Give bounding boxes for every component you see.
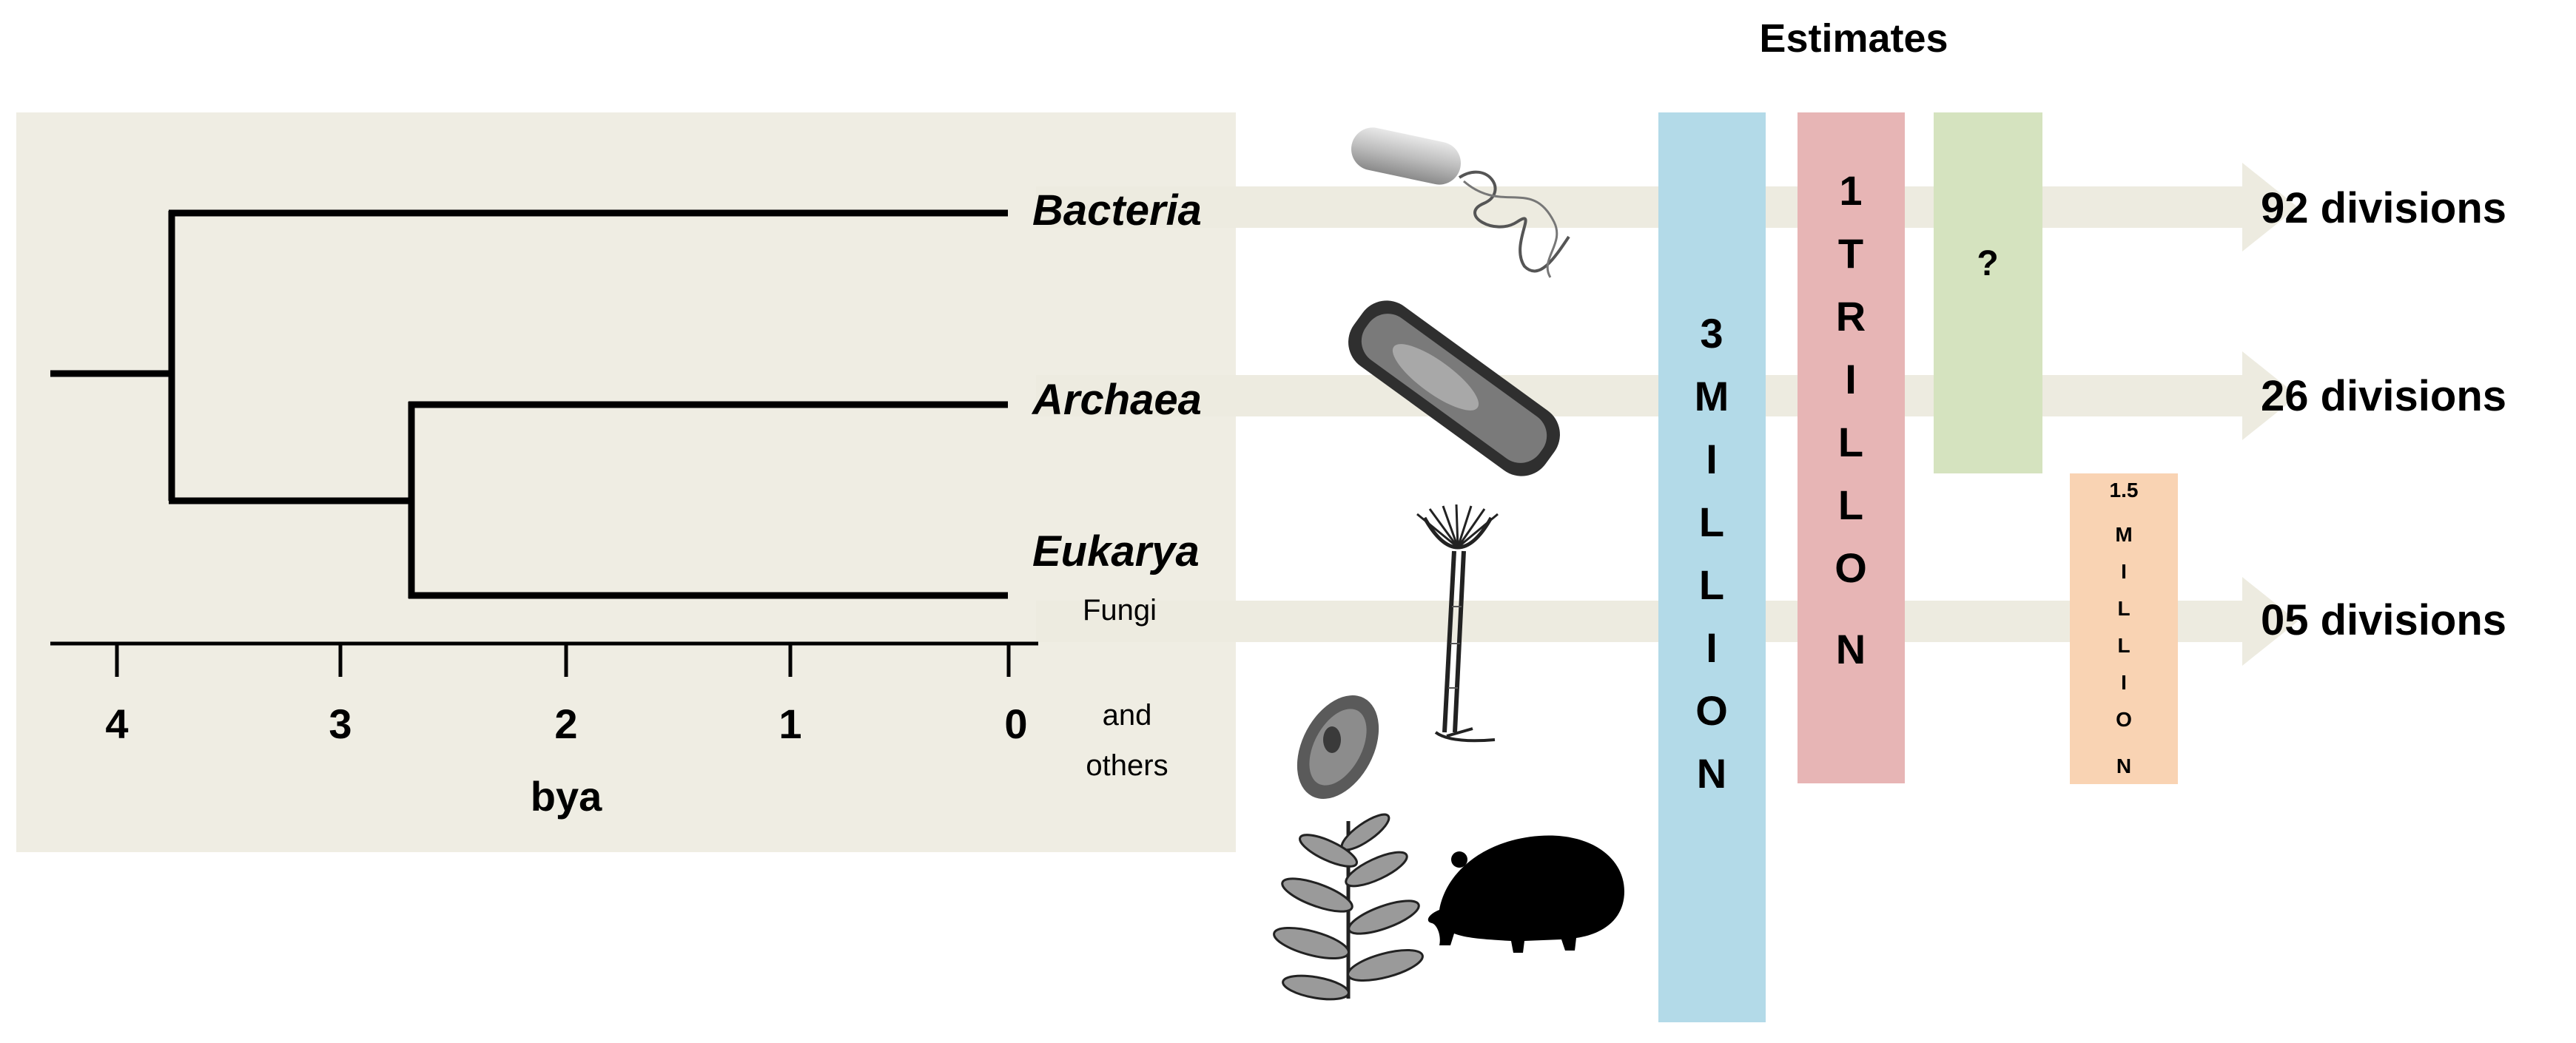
- bar2-letter-0: 1: [1839, 167, 1862, 214]
- bar2-letter-2: R: [1836, 293, 1866, 340]
- bar3-letter-0: ?: [1977, 244, 1998, 283]
- archaea-label: Archaea: [1031, 376, 1202, 424]
- bar4-letter-0: 1.5: [2110, 479, 2139, 502]
- fungi-divisions: 05 divisions: [2261, 596, 2506, 644]
- bar4-letter-5: I: [2121, 671, 2127, 694]
- fungi-label: Fungi: [1083, 594, 1157, 627]
- estimate-bar-one-point-five-million: 1.5 M I L L I O N: [2070, 473, 2178, 784]
- others-label-line1: and: [1103, 699, 1152, 732]
- bar4-letter-6: O: [2116, 708, 2132, 731]
- bar4-letter-3: L: [2117, 597, 2130, 620]
- archaea-divisions: 26 divisions: [2261, 372, 2506, 420]
- estimate-bar-one-trillion: 1 T R I L L O N: [1798, 112, 1905, 783]
- bar2-letter-1: T: [1838, 230, 1863, 277]
- tick-label-3: 3: [329, 701, 352, 747]
- estimate-bar-three-million: 3 M I L L I O N: [1658, 112, 1766, 1022]
- axis-label: bya: [531, 773, 602, 820]
- bar2-letter-6: O: [1835, 544, 1867, 591]
- tick-label-0: 0: [1004, 701, 1027, 747]
- bar1-letter-7: N: [1697, 750, 1726, 797]
- estimates-title: Estimates: [1759, 16, 1948, 61]
- bar1-letter-5: I: [1706, 624, 1718, 671]
- bar2-letter-7: N: [1836, 626, 1866, 672]
- bacteria-divisions: 92 divisions: [2261, 184, 2506, 232]
- bar1-letter-2: I: [1706, 436, 1718, 482]
- plant-icon: [1271, 809, 1426, 1003]
- tick-label-4: 4: [105, 701, 128, 747]
- protist-icon: [1280, 681, 1395, 813]
- bar4-letter-1: M: [2115, 523, 2132, 546]
- bar1-letter-0: 3: [1700, 310, 1723, 357]
- bar4-letter-4: L: [2117, 634, 2130, 657]
- bar2-letter-3: I: [1845, 356, 1857, 402]
- bar2-letter-5: L: [1838, 482, 1863, 528]
- mammal-icon: [1428, 836, 1624, 953]
- tick-label-2: 2: [554, 701, 577, 747]
- bar4-letter-7: N: [2116, 755, 2131, 777]
- eukarya-label: Eukarya: [1032, 527, 1200, 575]
- bar1-letter-6: O: [1695, 687, 1728, 734]
- tick-label-1: 1: [778, 701, 801, 747]
- bar2-letter-4: L: [1838, 419, 1863, 465]
- bar1-letter-3: L: [1699, 499, 1724, 545]
- estimate-bar-unknown-rect: [1934, 112, 2042, 473]
- bar1-letter-4: L: [1699, 561, 1724, 608]
- others-label-line2: others: [1086, 749, 1168, 782]
- estimate-bar-one-point-five-million-rect: [2070, 473, 2178, 784]
- bacteria-label: Bacteria: [1032, 186, 1202, 234]
- bar4-letter-2: I: [2121, 560, 2127, 583]
- estimate-bar-unknown: ?: [1934, 112, 2042, 473]
- bar1-letter-1: M: [1695, 373, 1729, 419]
